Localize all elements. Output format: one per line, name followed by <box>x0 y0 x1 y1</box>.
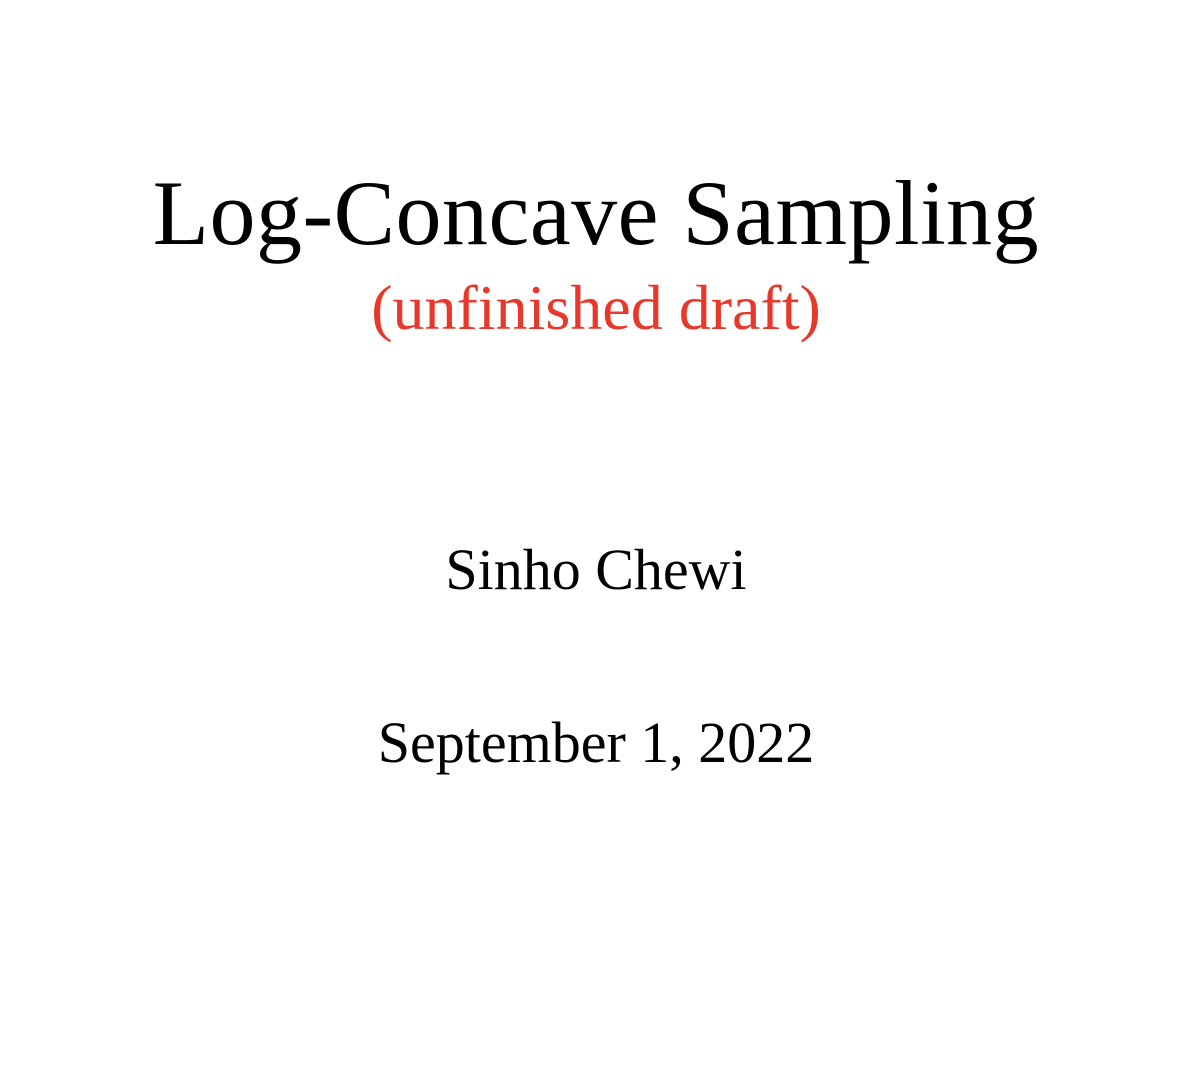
author-name: Sinho Chewi <box>445 537 747 602</box>
document-title: Log-Concave Sampling <box>152 162 1040 264</box>
publication-date: September 1, 2022 <box>377 710 815 775</box>
draft-subtitle: (unfinished draft) <box>371 272 821 343</box>
